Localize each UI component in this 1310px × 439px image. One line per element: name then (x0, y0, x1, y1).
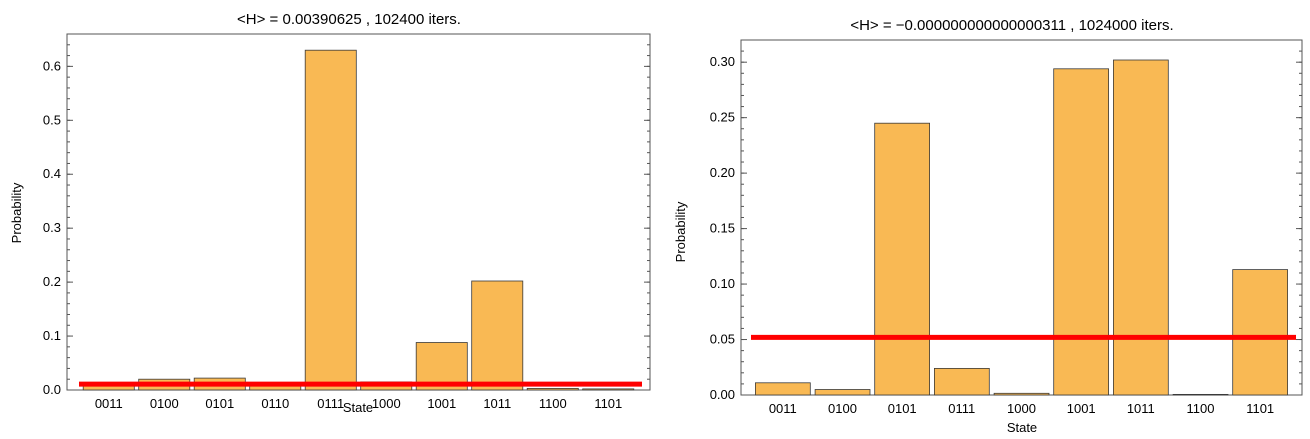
x-tick-label: 0101 (888, 401, 917, 416)
x-tick-label: 0110 (261, 396, 289, 411)
x-tick-label: 1100 (1187, 401, 1215, 416)
bar-1100 (1172, 393, 1229, 396)
bar-1011 (471, 280, 524, 391)
y-tick-label: 0.0 (43, 382, 61, 397)
y-tick-label: 0.05 (710, 332, 735, 347)
y-tick-label: 0.4 (43, 166, 61, 181)
y-tick-label: 0.1 (43, 328, 61, 343)
plot-frame (740, 39, 1303, 396)
x-tick-label: 1001 (1067, 401, 1096, 416)
plot-frame (66, 33, 651, 391)
y-tick-label: 0.30 (710, 54, 735, 69)
x-axis-label: State (1007, 420, 1037, 435)
chart-title: <H> = −0.000000000000000311 , 1024000 it… (850, 17, 1173, 34)
bar-1101 (1232, 269, 1288, 396)
x-tick-label: 1100 (539, 396, 567, 411)
y-tick-label: 0.00 (710, 387, 735, 402)
x-tick-label: 0011 (95, 396, 123, 411)
y-axis-label: Probability (9, 182, 24, 243)
bar-0101 (874, 122, 931, 396)
x-tick-label: 1101 (1246, 401, 1274, 416)
chart-title: <H> = 0.00390625 , 102400 iters. (237, 11, 461, 28)
bar-0100 (814, 389, 871, 396)
bar-0011 (755, 382, 811, 396)
x-tick-label: 0100 (150, 396, 179, 411)
x-tick-label: 0011 (769, 401, 797, 416)
bar-1101 (582, 388, 635, 391)
y-tick-label: 0.15 (710, 221, 735, 236)
y-tick-label: 0.5 (43, 112, 61, 127)
y-tick-label: 0.6 (43, 58, 61, 73)
bar-1100 (526, 387, 579, 391)
x-tick-label: 1000 (1007, 401, 1036, 416)
x-tick-label: 1001 (427, 396, 456, 411)
x-tick-label: 1011 (1127, 401, 1155, 416)
x-tick-label: 0101 (205, 396, 234, 411)
bar-1001 (1053, 68, 1109, 396)
y-axis-label: Probability (673, 201, 688, 262)
x-tick-label: 0111 (948, 401, 975, 416)
bar-0111 (934, 367, 990, 396)
x-tick-label: 1101 (594, 396, 622, 411)
x-tick-label: 1000 (372, 396, 401, 411)
y-tick-label: 0.25 (710, 110, 735, 125)
x-axis-label: State (343, 400, 373, 415)
bar-1000 (993, 392, 1050, 396)
y-tick-label: 0.2 (43, 274, 61, 289)
bar-1011 (1113, 59, 1169, 396)
x-tick-label: 0111 (317, 396, 344, 411)
x-tick-label: 0100 (828, 401, 857, 416)
y-tick-label: 0.3 (43, 220, 61, 235)
bar-0111 (304, 49, 357, 391)
y-tick-label: 0.10 (710, 276, 735, 291)
y-tick-label: 0.20 (710, 165, 735, 180)
x-tick-label: 1011 (483, 396, 511, 411)
